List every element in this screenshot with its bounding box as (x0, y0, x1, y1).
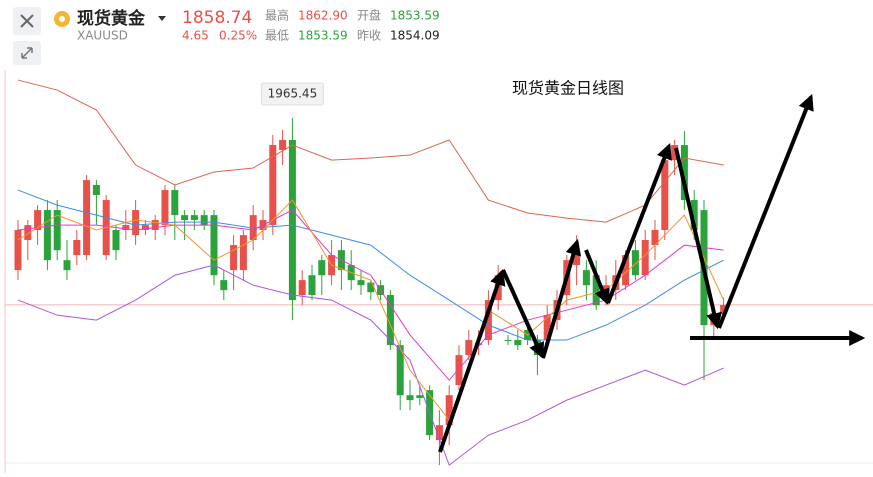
stat-label: 最高 (265, 8, 289, 23)
max-label-box (260, 82, 324, 106)
candle-body (318, 260, 326, 276)
candle-body (200, 215, 208, 226)
chart-annotation: 现货黄金日线图 (512, 79, 624, 98)
stat-value: 1854.09 (390, 29, 440, 43)
candle-body (220, 280, 228, 291)
candle-body (514, 340, 522, 346)
candle-body (671, 145, 679, 161)
candle-body (308, 275, 316, 296)
candle-body (396, 345, 404, 396)
indicator-line (17, 79, 724, 223)
indicator-line (17, 264, 724, 466)
candle-body (210, 215, 218, 276)
candle-body (24, 225, 32, 241)
instrument-name: 现货黄金 (77, 8, 146, 29)
candle-body (288, 139, 296, 301)
candle-body (543, 314, 551, 341)
candle-body (622, 255, 630, 286)
change: 4.65 (182, 29, 209, 43)
max-label: 1965.45 (268, 86, 318, 100)
candle-body (504, 340, 512, 342)
candle-body (445, 395, 453, 426)
indicator-line (17, 199, 725, 422)
candle-body (651, 230, 659, 246)
candle-body (230, 245, 238, 271)
collapse-icon (21, 47, 33, 59)
candle-body (34, 210, 42, 231)
candle-body (465, 340, 473, 356)
stat-label: 开盘 (357, 8, 381, 23)
candle-body (680, 145, 688, 201)
price: 1858.74 (182, 8, 252, 28)
candle-body (43, 210, 51, 261)
candle-body (171, 190, 179, 216)
candle-body (641, 240, 649, 276)
candle-body (406, 395, 414, 401)
candle-body (435, 425, 443, 441)
candle-body (73, 240, 81, 256)
candle-body (357, 280, 365, 286)
candle-body (151, 220, 159, 231)
candle-body (239, 235, 247, 271)
candle-body (83, 180, 91, 256)
stat-value: 1853.59 (390, 9, 440, 23)
candle-body (92, 184, 100, 195)
candle-body (367, 282, 375, 293)
candle-body (141, 225, 149, 231)
candle-body (63, 260, 71, 271)
candle-body (249, 215, 257, 241)
candle-body (279, 139, 287, 150)
candle-body (14, 230, 22, 271)
candle-body (122, 225, 130, 231)
candle-body (690, 200, 698, 231)
candle-body (190, 215, 198, 221)
candle-body (573, 250, 581, 266)
candle-body (298, 280, 306, 296)
stat-label: 昨收 (357, 29, 381, 43)
candle-body (582, 270, 590, 286)
candle-body (631, 250, 639, 276)
candle-body (269, 145, 277, 226)
annotation-arrows (438, 94, 866, 453)
candle-body (720, 304, 728, 314)
stat-value: 1862.90 (298, 9, 348, 23)
stat-value: 1853.59 (298, 29, 348, 43)
candle-body (112, 230, 120, 251)
gold-icon-dot (59, 16, 65, 22)
change-pct: 0.25% (219, 29, 257, 43)
stat-label: 最低 (265, 29, 289, 43)
candle-body (181, 215, 189, 221)
candle-body (416, 395, 424, 399)
candle-body (455, 355, 463, 386)
symbol: XAUUSD (77, 29, 128, 43)
candle-body (386, 295, 394, 346)
candle-body (53, 210, 61, 251)
indicator-line (17, 189, 724, 341)
candle-body (484, 300, 492, 341)
dropdown[interactable] (158, 16, 166, 21)
candle-body (661, 160, 669, 231)
candle-body (132, 210, 140, 236)
close-icon (20, 14, 34, 28)
candle-body (161, 190, 169, 226)
